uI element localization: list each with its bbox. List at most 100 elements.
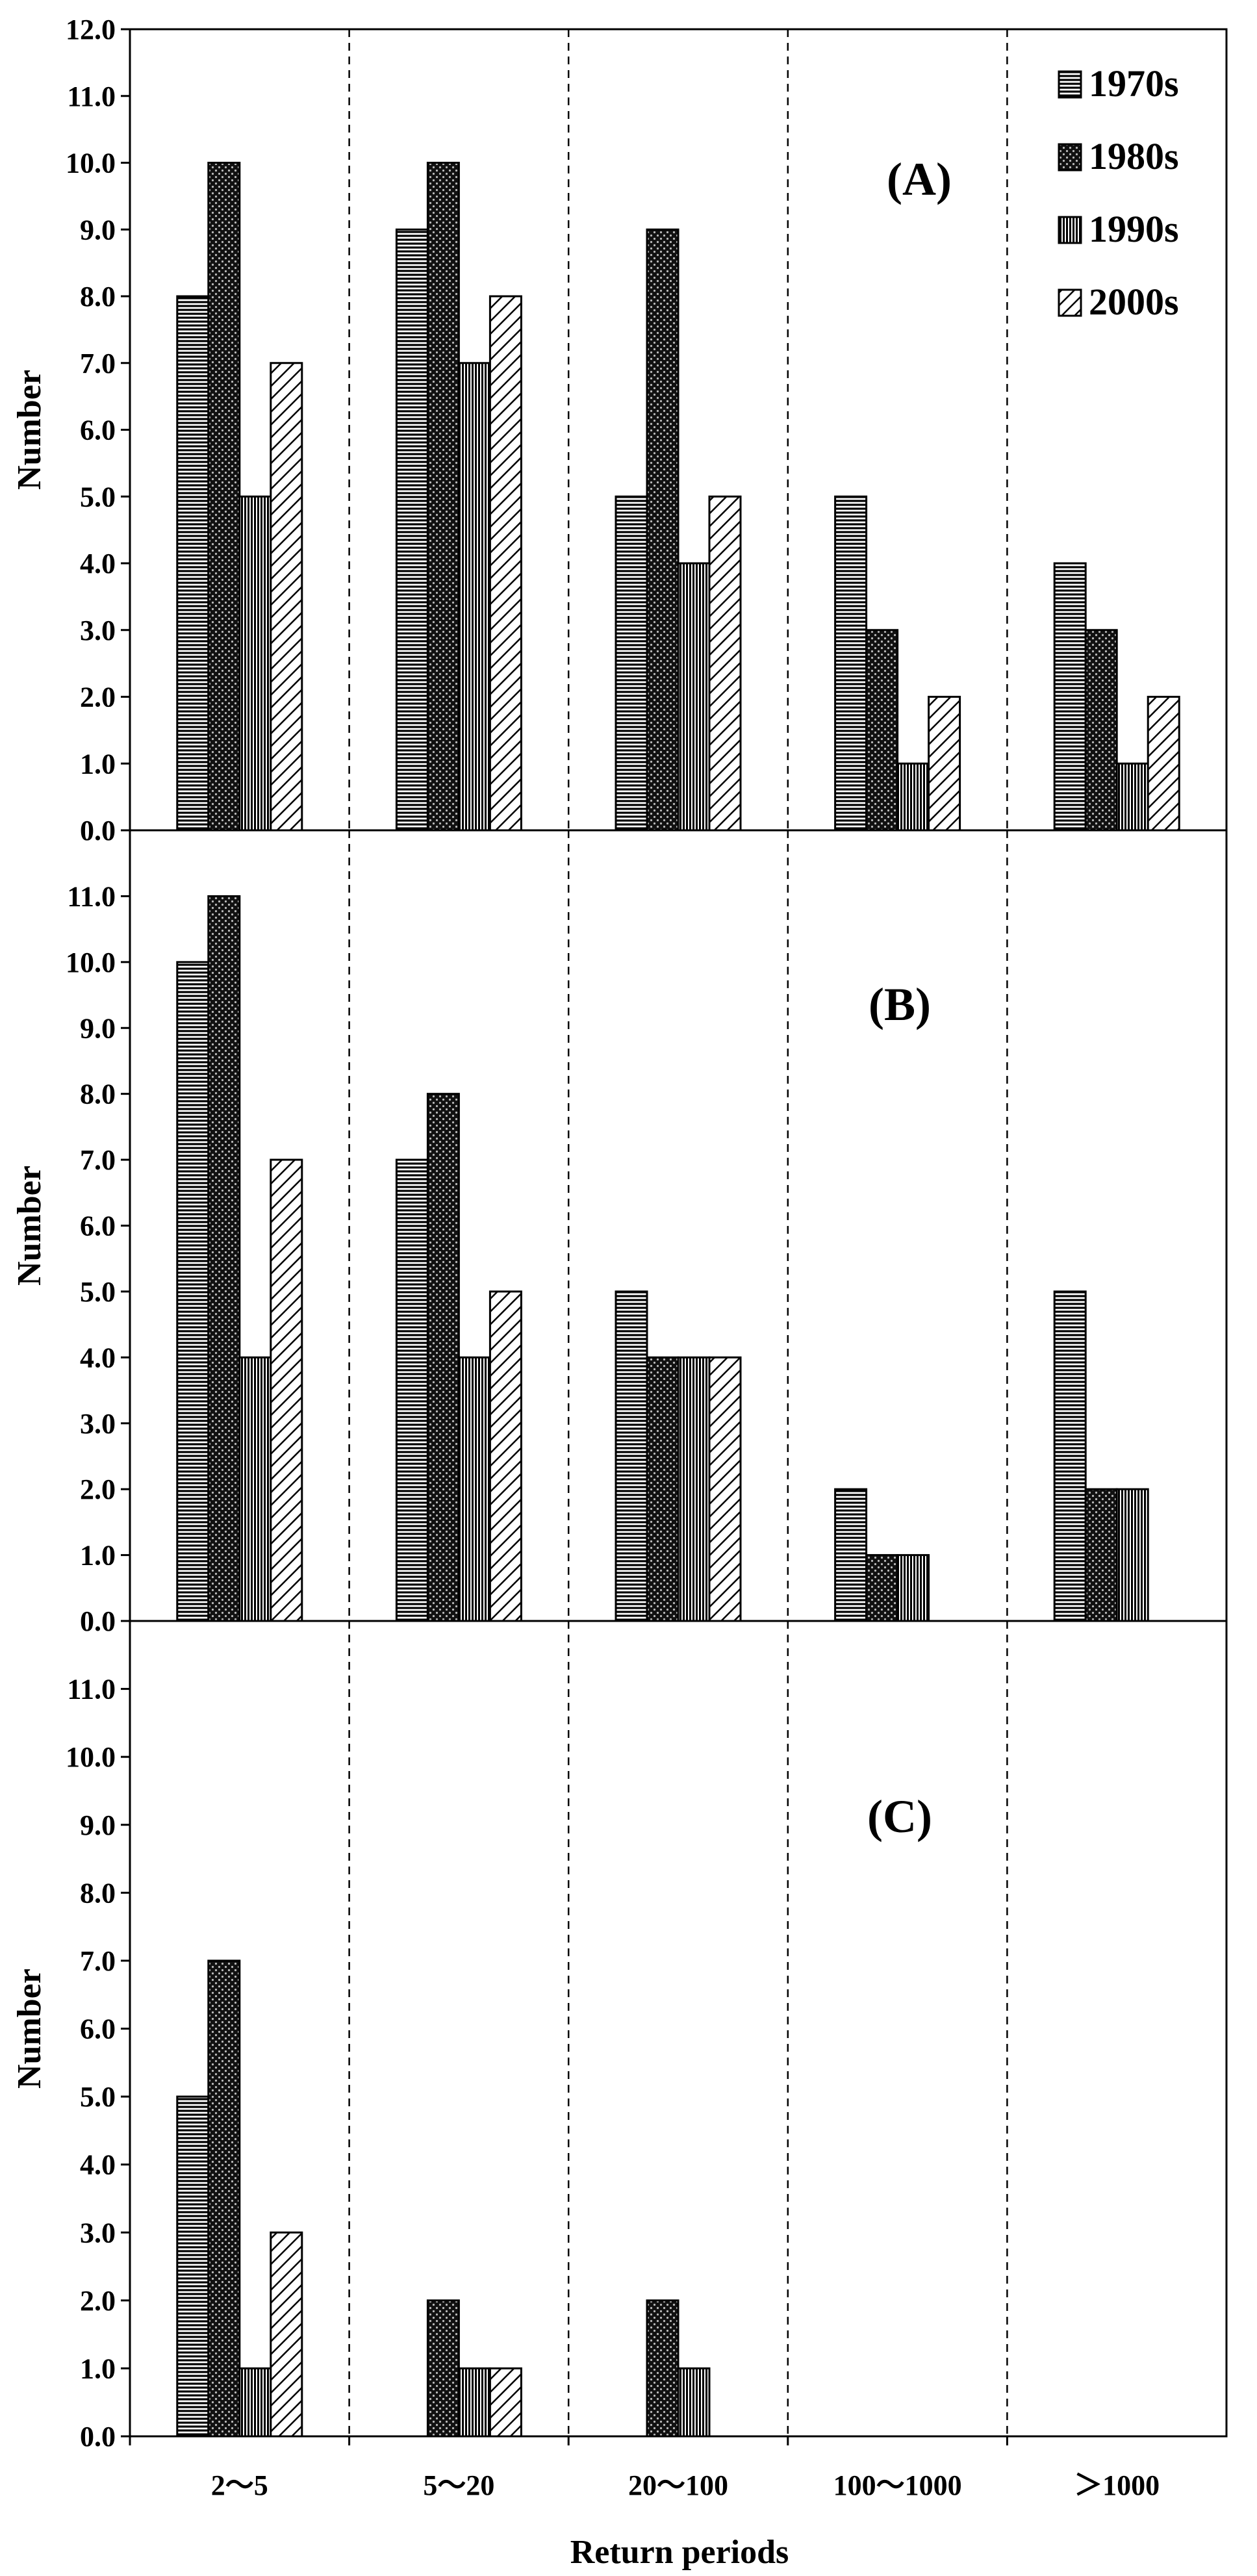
y-tick-label: 6.0 xyxy=(80,414,116,446)
legend-label-1990s: 1990s xyxy=(1089,208,1179,250)
bar-1970s-0 xyxy=(176,961,210,1622)
y-tick-label: 2.0 xyxy=(80,682,116,713)
bar-1990s-2 xyxy=(677,2367,711,2438)
y-tick-label: 0.0 xyxy=(80,2421,116,2453)
bar-1980s-1 xyxy=(426,2299,460,2438)
bar-1970s-2 xyxy=(615,495,648,832)
bar-1990s-0 xyxy=(238,2367,272,2438)
bar-1970s-4 xyxy=(1053,562,1087,832)
y-tick-label: 12.0 xyxy=(66,14,116,45)
x-tick-label: 100～1000 xyxy=(833,2469,962,2501)
y-tick-label: 5.0 xyxy=(80,2081,116,2113)
bar-1980s-1 xyxy=(426,1093,460,1622)
y-tick-label: 11.0 xyxy=(67,880,116,912)
bar-2000s-2 xyxy=(708,1356,742,1622)
y-tick-label: 7.0 xyxy=(80,1945,116,1977)
legend-swatch-1990s xyxy=(1058,216,1082,244)
panel-label: (C) xyxy=(867,1791,932,1843)
bar-1970s-1 xyxy=(395,228,429,832)
bar-1990s-4 xyxy=(1115,762,1149,832)
bar-1970s-3 xyxy=(834,1488,868,1622)
bar-1980s-4 xyxy=(1084,629,1118,832)
bar-1980s-3 xyxy=(865,1554,899,1622)
bar-2000s-4 xyxy=(1147,696,1180,832)
bar-1980s-3 xyxy=(865,629,899,832)
y-tick-label: 4.0 xyxy=(80,548,116,580)
bar-1970s-3 xyxy=(834,495,868,832)
legend-label-1970s: 1970s xyxy=(1089,62,1179,105)
legend-label-1980s: 1980s xyxy=(1089,135,1179,177)
y-tick-label: 6.0 xyxy=(80,2013,116,2045)
y-axis-title: Number xyxy=(11,1969,48,2089)
bar-2000s-0 xyxy=(270,2231,303,2438)
y-axis-title: Number xyxy=(11,370,48,490)
y-tick-label: 10.0 xyxy=(66,947,116,978)
y-axis-title: Number xyxy=(11,1166,48,1286)
bar-1990s-3 xyxy=(896,762,930,832)
bar-1980s-1 xyxy=(426,162,460,832)
bar-1990s-1 xyxy=(457,2367,491,2438)
y-tick-label: 7.0 xyxy=(80,1144,116,1176)
y-tick-label: 5.0 xyxy=(80,1276,116,1308)
legend-swatch-1980s xyxy=(1058,143,1082,172)
y-tick-label: 7.0 xyxy=(80,348,116,379)
y-tick-label: 2.0 xyxy=(80,2285,116,2317)
y-tick-label: 3.0 xyxy=(80,2217,116,2249)
y-tick-label: 3.0 xyxy=(80,615,116,646)
bar-1990s-1 xyxy=(457,1356,491,1622)
y-tick-label: 1.0 xyxy=(80,1540,116,1572)
y-tick-label: 11.0 xyxy=(67,1674,116,1705)
y-tick-label: 0.0 xyxy=(80,1605,116,1637)
y-tick-label: 5.0 xyxy=(80,481,116,513)
bar-1990s-3 xyxy=(896,1554,930,1622)
bar-1990s-4 xyxy=(1115,1488,1149,1622)
bar-1990s-0 xyxy=(238,495,272,832)
y-tick-label: 9.0 xyxy=(80,1012,116,1044)
bar-1970s-0 xyxy=(176,295,210,832)
y-tick-label: 4.0 xyxy=(80,1342,116,1373)
bar-2000s-3 xyxy=(928,696,961,832)
y-tick-label: 1.0 xyxy=(80,748,116,780)
legend-label-2000s: 2000s xyxy=(1089,281,1179,323)
bar-2000s-1 xyxy=(489,295,522,832)
bar-1980s-2 xyxy=(646,228,679,832)
x-tick-label: ＞1000 xyxy=(1074,2469,1160,2501)
bar-1980s-2 xyxy=(646,2299,679,2438)
bar-1980s-4 xyxy=(1084,1488,1118,1622)
x-axis-title: Return periods xyxy=(570,2534,789,2571)
y-tick-label: 9.0 xyxy=(80,214,116,246)
bar-1990s-0 xyxy=(238,1356,272,1622)
x-tick-label: 2～5 xyxy=(211,2469,268,2501)
y-tick-label: 3.0 xyxy=(80,1408,116,1440)
bar-1970s-4 xyxy=(1053,1290,1087,1622)
bar-1990s-2 xyxy=(677,562,711,832)
bar-2000s-2 xyxy=(708,495,742,832)
bar-2000s-0 xyxy=(270,362,303,832)
bar-2000s-0 xyxy=(270,1158,303,1622)
legend-swatch-2000s xyxy=(1058,288,1082,317)
bar-1980s-2 xyxy=(646,1356,679,1622)
y-tick-label: 10.0 xyxy=(66,1741,116,1773)
bar-2000s-1 xyxy=(489,1290,522,1622)
bar-1980s-0 xyxy=(207,162,241,832)
y-tick-label: 0.0 xyxy=(80,815,116,847)
bar-1970s-1 xyxy=(395,1158,429,1622)
bar-1980s-0 xyxy=(207,1959,241,2438)
y-tick-label: 6.0 xyxy=(80,1210,116,1242)
x-tick-label: 5～20 xyxy=(423,2469,494,2501)
panel-label: (A) xyxy=(887,153,952,205)
bar-1990s-2 xyxy=(677,1356,711,1622)
y-tick-label: 9.0 xyxy=(80,1809,116,1841)
y-tick-label: 8.0 xyxy=(80,1078,116,1110)
x-tick-label: 20～100 xyxy=(628,2469,728,2501)
bar-1990s-1 xyxy=(457,362,491,832)
panel-label: (B) xyxy=(869,978,931,1030)
bar-1980s-0 xyxy=(207,895,241,1622)
y-tick-label: 8.0 xyxy=(80,281,116,312)
bar-1970s-0 xyxy=(176,2095,210,2438)
y-tick-label: 10.0 xyxy=(66,147,116,179)
y-tick-label: 11.0 xyxy=(67,81,116,112)
y-tick-label: 4.0 xyxy=(80,2149,116,2181)
